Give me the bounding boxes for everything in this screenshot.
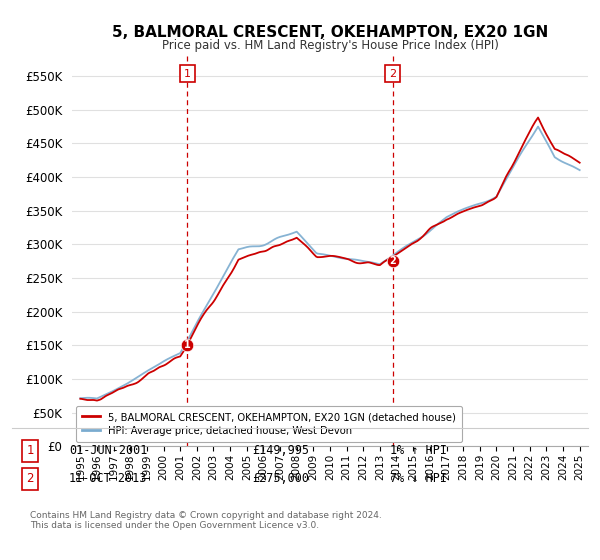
Text: 1: 1 bbox=[26, 444, 34, 458]
Text: 11-OCT-2013: 11-OCT-2013 bbox=[69, 472, 148, 486]
Text: Price paid vs. HM Land Registry's House Price Index (HPI): Price paid vs. HM Land Registry's House … bbox=[161, 39, 499, 52]
Text: 2: 2 bbox=[389, 68, 397, 78]
Text: 01-JUN-2001: 01-JUN-2001 bbox=[69, 444, 148, 458]
Text: 7% ↓ HPI: 7% ↓ HPI bbox=[390, 472, 447, 486]
Text: 1: 1 bbox=[184, 68, 191, 78]
Text: 2: 2 bbox=[26, 472, 34, 486]
Text: £275,000: £275,000 bbox=[252, 472, 309, 486]
Text: Contains HM Land Registry data © Crown copyright and database right 2024.
This d: Contains HM Land Registry data © Crown c… bbox=[30, 511, 382, 530]
Text: 1: 1 bbox=[184, 340, 191, 350]
Text: £149,995: £149,995 bbox=[252, 444, 309, 458]
Text: 5, BALMORAL CRESCENT, OKEHAMPTON, EX20 1GN: 5, BALMORAL CRESCENT, OKEHAMPTON, EX20 1… bbox=[112, 25, 548, 40]
Legend: 5, BALMORAL CRESCENT, OKEHAMPTON, EX20 1GN (detached house), HPI: Average price,: 5, BALMORAL CRESCENT, OKEHAMPTON, EX20 1… bbox=[76, 406, 462, 442]
Text: 1% ↑ HPI: 1% ↑ HPI bbox=[390, 444, 447, 458]
Text: 2: 2 bbox=[389, 256, 396, 266]
